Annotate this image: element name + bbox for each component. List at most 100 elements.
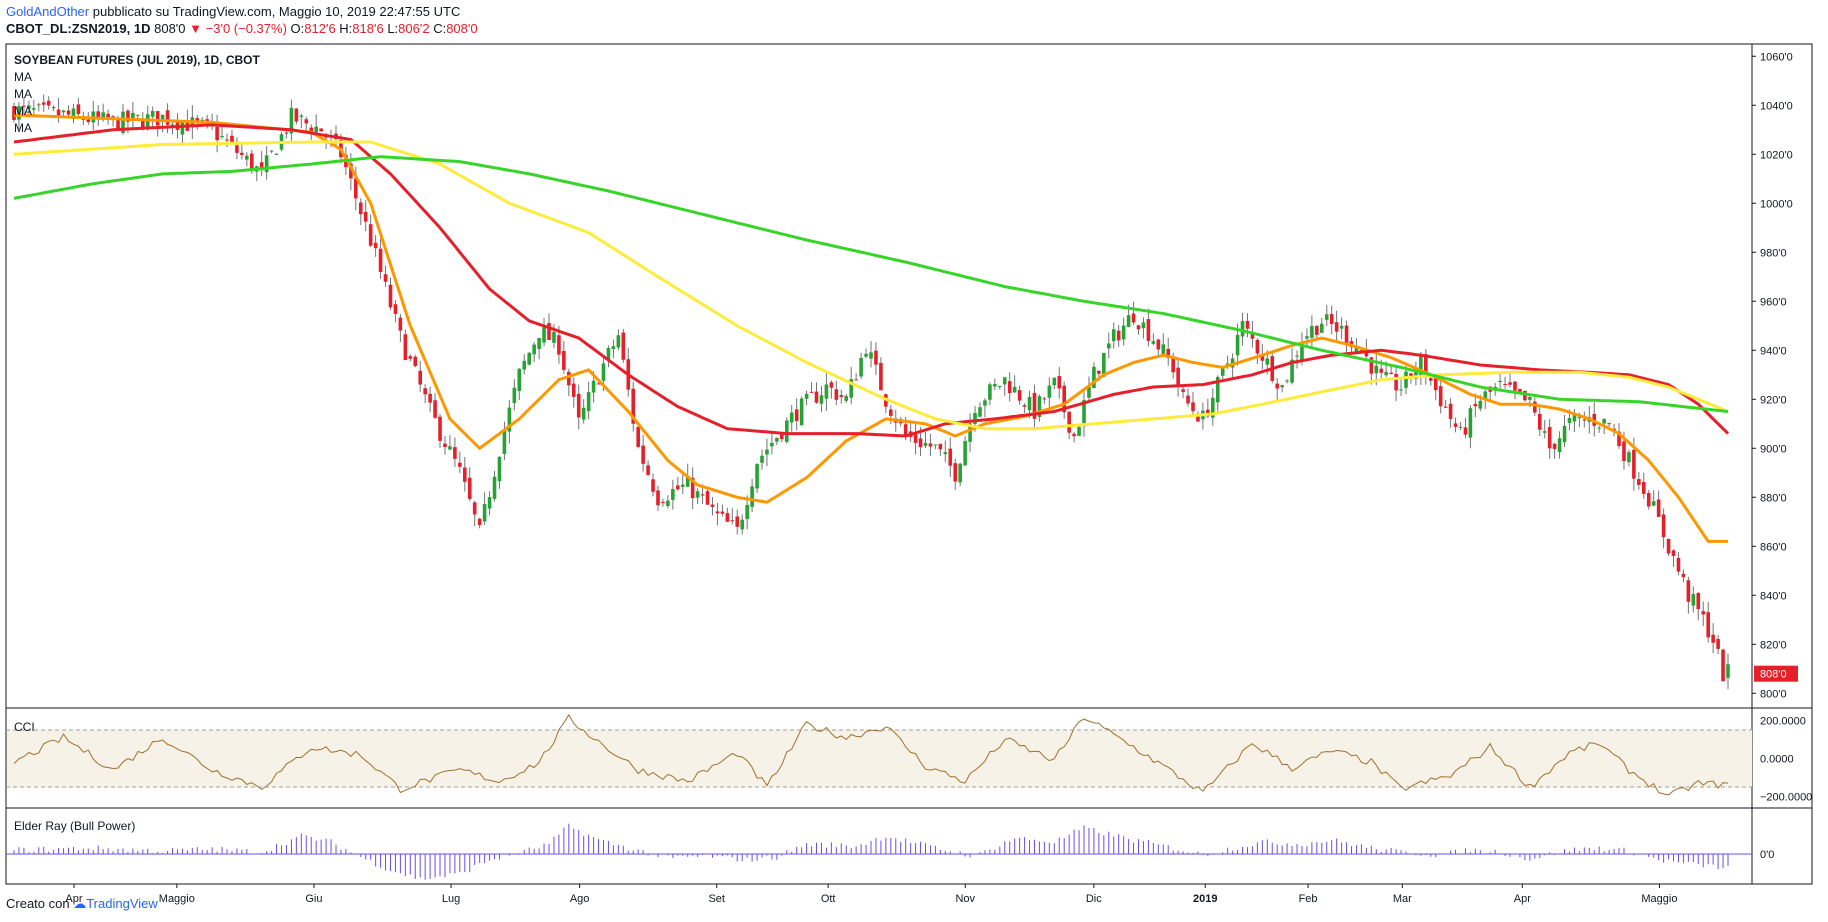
candle	[537, 338, 541, 349]
candle	[1002, 377, 1007, 385]
candle	[433, 400, 437, 418]
candle	[1681, 573, 1686, 578]
candle	[973, 412, 977, 424]
candle	[1384, 371, 1388, 376]
moving-average-line-3	[13, 140, 1729, 431]
candle	[1037, 396, 1042, 417]
candle	[997, 385, 1002, 387]
candle	[854, 379, 858, 381]
candle	[557, 335, 561, 355]
time-axis[interactable]: Apr Maggio Giu Lug Ago Set Ott Nov Dic 2019 Feb Mar…	[65, 884, 1677, 905]
candle	[690, 477, 695, 499]
candle	[180, 122, 185, 135]
candle	[378, 248, 383, 272]
candle	[1102, 352, 1106, 377]
candle	[1191, 402, 1195, 412]
candle	[671, 489, 675, 500]
candle	[730, 520, 735, 522]
candle	[1315, 325, 1319, 335]
candle	[1424, 354, 1428, 377]
price-tick-label: 940'0	[1760, 345, 1787, 357]
time-tick-label: Dic	[1086, 893, 1102, 905]
ma-legend-1[interactable]: MA	[14, 70, 32, 84]
publish-info: GoldAndOther pubblicato su TradingView.c…	[6, 4, 460, 20]
candle	[1503, 383, 1507, 385]
candle	[388, 284, 393, 308]
candle	[755, 464, 759, 489]
candle	[487, 497, 492, 509]
candle	[443, 443, 447, 448]
candle	[869, 352, 873, 359]
candle	[86, 119, 91, 123]
candle	[1097, 370, 1101, 374]
candle	[1656, 499, 1661, 517]
candle	[770, 442, 774, 447]
ma-legend-2[interactable]: MA	[14, 87, 32, 101]
candle	[472, 502, 477, 515]
candle	[824, 384, 829, 399]
candle	[319, 128, 323, 132]
candle	[1344, 325, 1349, 344]
candle	[571, 383, 576, 397]
candle	[1215, 376, 1220, 403]
candle	[393, 304, 398, 314]
tradingview-link[interactable]: TradingView	[86, 896, 158, 911]
candle	[864, 353, 868, 357]
candle	[943, 452, 948, 455]
candle	[101, 112, 105, 119]
candle	[1399, 389, 1403, 391]
time-tick-label: Apr	[65, 893, 82, 905]
high-value: 818'6	[352, 21, 384, 36]
price-tick-label: 900'0	[1760, 443, 1787, 455]
symbol-info: CBOT_DL:ZSN2019, 1D 808'0 ▼ −3'0 (−0.37%…	[6, 21, 478, 37]
candle	[1523, 390, 1527, 401]
price-axis[interactable]: 1060'0 1040'0 1020'0 1000'0 980'0 960'0 940'0 9…	[1752, 51, 1798, 700]
time-tick-label: Ago	[570, 893, 590, 905]
candle	[1280, 385, 1284, 388]
candle	[1602, 418, 1606, 424]
candle	[676, 485, 680, 490]
candle	[1726, 664, 1730, 678]
ma-legend-3[interactable]: MA	[14, 104, 32, 118]
candle	[1518, 388, 1522, 392]
candle	[448, 446, 452, 450]
candle	[1428, 378, 1433, 381]
open-label: O:	[290, 21, 305, 36]
candle	[160, 114, 165, 122]
candle	[1334, 322, 1339, 332]
candle	[1181, 389, 1185, 392]
candle	[1458, 426, 1463, 428]
candle	[1641, 482, 1646, 494]
candle	[398, 317, 403, 331]
author-link[interactable]: GoldAndOther	[6, 4, 90, 19]
candle	[1671, 550, 1676, 556]
candle	[423, 388, 427, 395]
candle	[1047, 385, 1052, 398]
candle	[621, 332, 626, 360]
candle	[76, 104, 81, 115]
candle	[1701, 611, 1706, 615]
time-tick-label: Giu	[305, 893, 322, 905]
created-with-text: Creato con	[6, 896, 70, 911]
time-tick-label: Mar	[1393, 893, 1412, 905]
ma-legend-4[interactable]: MA	[14, 121, 32, 135]
candle	[1627, 452, 1631, 463]
candle	[408, 356, 413, 359]
candle	[1577, 417, 1582, 419]
candle	[705, 491, 710, 505]
candle	[403, 334, 408, 361]
candle	[383, 274, 388, 282]
candle	[368, 224, 373, 246]
candle	[1562, 425, 1567, 443]
price-tick-label: 820'0	[1760, 639, 1787, 651]
candle	[1339, 325, 1344, 329]
candle	[1622, 441, 1626, 462]
symbol-name: CBOT_DL:ZSN2019, 1D	[6, 21, 151, 36]
candle	[249, 153, 254, 171]
footer: Creato con ☁TradingView	[6, 896, 158, 912]
candle	[1255, 339, 1260, 354]
candle	[1141, 322, 1146, 329]
candle	[1443, 406, 1448, 408]
candle	[428, 393, 432, 403]
